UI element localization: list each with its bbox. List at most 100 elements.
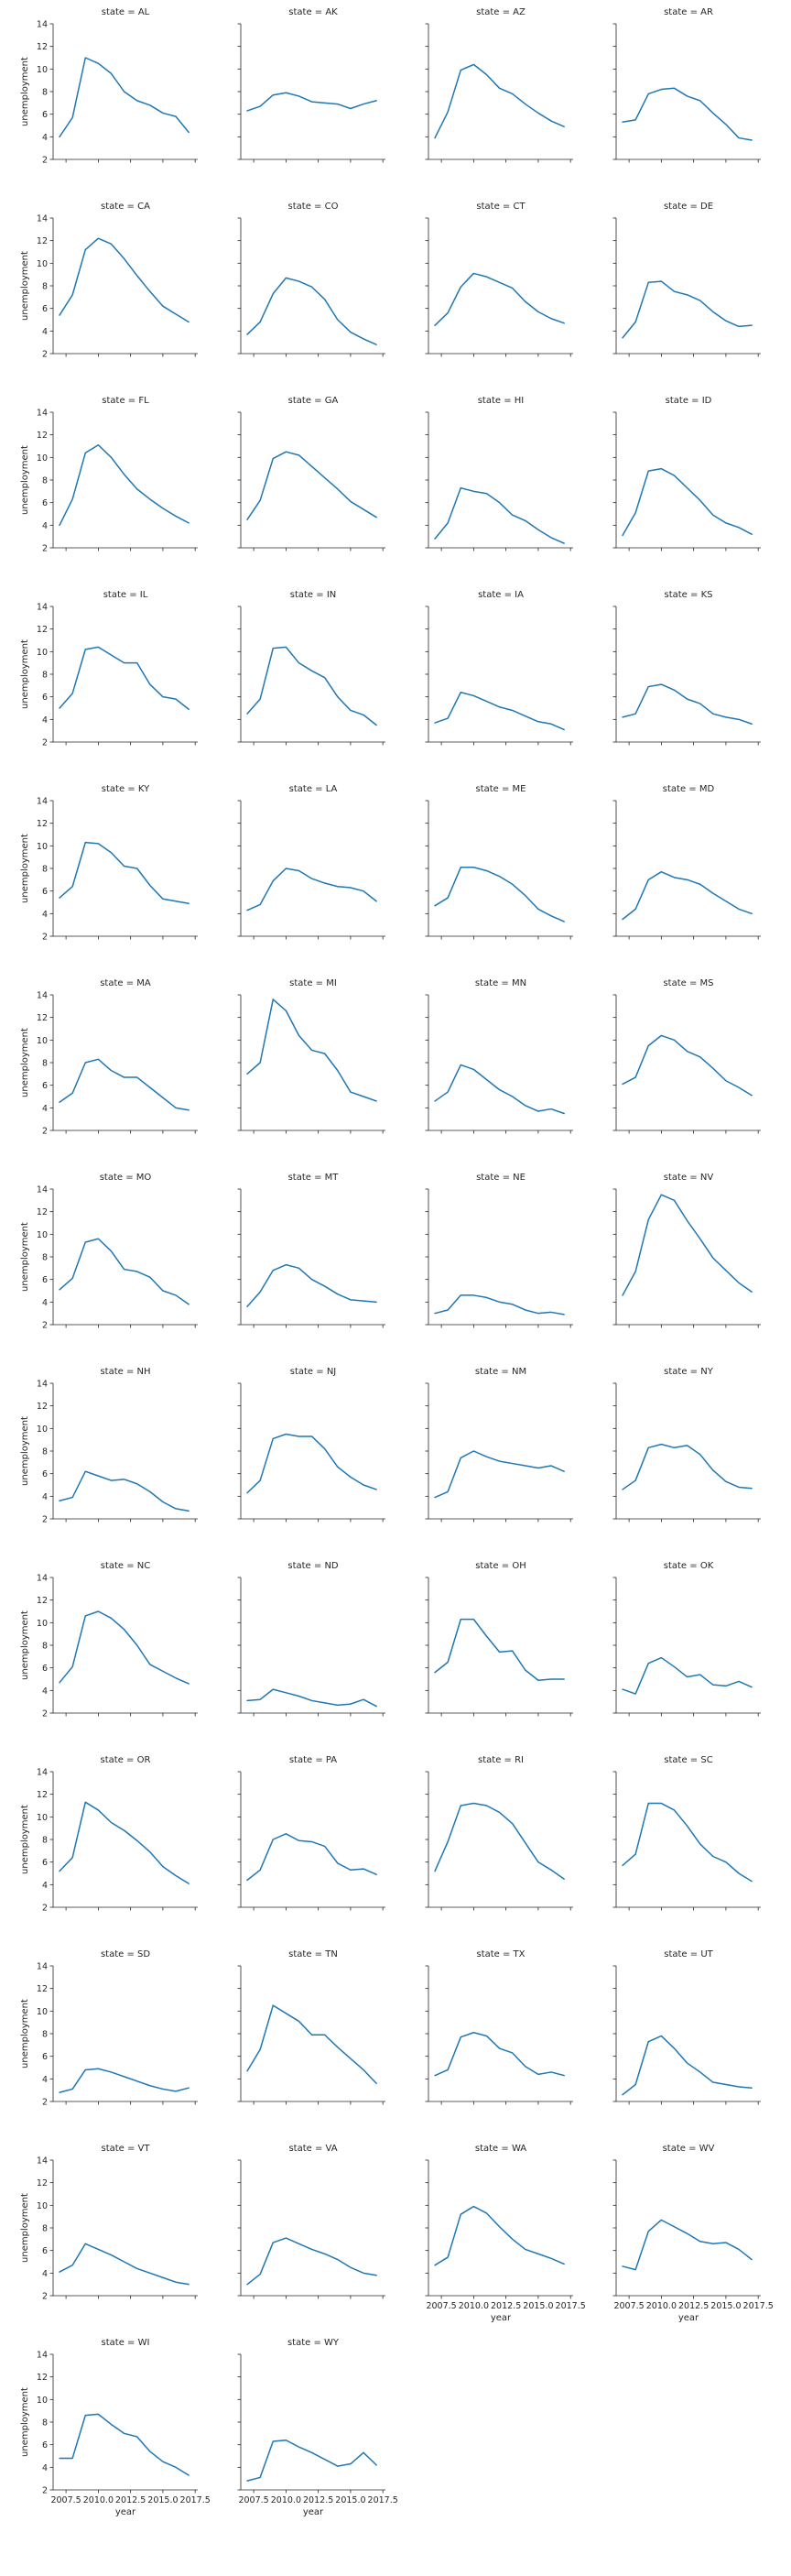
y-tick-label: 2 — [42, 156, 48, 166]
panel-title: state = MS — [663, 978, 713, 988]
facet-panel: state = NY — [612, 1367, 761, 1523]
y-tick-label: 10 — [37, 1424, 48, 1435]
panel-title: state = MO — [100, 1173, 152, 1183]
y-tick-label: 2 — [42, 2292, 48, 2302]
x-axis-label: year — [678, 2313, 699, 2323]
x-tick-label: 2015.0 — [147, 2495, 178, 2505]
y-tick-label: 14 — [37, 409, 48, 419]
panel-title: state = CA — [101, 202, 150, 212]
y-tick-label: 2 — [42, 2486, 48, 2496]
y-tick-label: 8 — [42, 1253, 48, 1263]
facet-panel: state = AZ — [425, 7, 573, 163]
series-line — [59, 646, 190, 710]
facet-panel: state = TX — [425, 1949, 573, 2105]
panel-title: state = NV — [664, 1173, 714, 1183]
y-axis-label: unemployment — [20, 1805, 30, 1874]
y-tick-label: 8 — [42, 671, 48, 681]
y-tick-label: 14 — [37, 2156, 48, 2167]
x-tick-label: 2015.0 — [523, 2301, 553, 2311]
facet-panel: state = AK — [237, 7, 385, 163]
y-axis-label: unemployment — [20, 834, 30, 903]
x-tick-label: 2015.0 — [710, 2301, 741, 2311]
panel-title: state = MI — [289, 978, 337, 988]
series-line — [246, 2439, 377, 2482]
series-line — [622, 2035, 753, 2096]
y-axis-label: unemployment — [20, 251, 30, 321]
x-tick-label: 2012.5 — [115, 2495, 146, 2505]
series-line — [434, 691, 565, 731]
y-tick-label: 12 — [37, 42, 48, 52]
panel-title: state = IL — [103, 590, 148, 600]
y-tick-label: 10 — [37, 648, 48, 658]
panel-title: state = MN — [475, 978, 526, 988]
y-tick-label: 10 — [37, 2007, 48, 2017]
x-tick-label: 2012.5 — [303, 2495, 333, 2505]
panel-title: state = GA — [288, 396, 339, 406]
panel-title: state = IA — [478, 590, 524, 600]
panel-title: state = HI — [478, 396, 525, 406]
series-line — [434, 63, 565, 139]
series-line — [622, 1034, 753, 1097]
panel-title: state = MA — [100, 978, 151, 988]
panel-title: state = CO — [288, 202, 339, 212]
y-tick-label: 2 — [42, 1515, 48, 1525]
facet-panel: state = MS — [612, 978, 761, 1134]
y-tick-label: 2 — [42, 544, 48, 554]
facet-panel: state = WY 2007.5 2010.0 2012.5 2015.0 2017.5… — [237, 2338, 398, 2517]
y-tick-label: 12 — [37, 2178, 48, 2189]
series-line — [246, 1263, 377, 1308]
series-line — [246, 451, 377, 520]
facet-panel: state = ID — [612, 396, 761, 551]
facet-panel: state = MO 2 4 6 8 10 12 14 unemployment — [20, 1173, 198, 1331]
facet-panel: state = VA — [237, 2144, 385, 2299]
panel-title: state = WY — [287, 2338, 340, 2348]
panel-title: state = RI — [478, 1755, 524, 1765]
facet-panel: state = AL 2 4 6 8 10 12 14 unemployment — [20, 7, 198, 166]
series-line — [622, 2219, 753, 2271]
series-line — [59, 2243, 190, 2286]
panel-title: state = KS — [665, 590, 713, 600]
panel-title: state = OR — [101, 1755, 151, 1765]
panel-title: state = ME — [475, 784, 526, 794]
x-tick-label: 2017.5 — [180, 2495, 211, 2505]
panel-title: state = AR — [664, 7, 713, 17]
series-line — [622, 1194, 753, 1296]
series-line — [59, 2068, 190, 2093]
series-line — [59, 1470, 190, 1512]
y-axis-label: unemployment — [20, 639, 30, 709]
series-line — [434, 1802, 565, 1880]
y-tick-label: 10 — [37, 65, 48, 75]
series-line — [622, 1656, 753, 1695]
y-tick-label: 10 — [37, 259, 48, 269]
panel-title: state = OK — [664, 1561, 714, 1571]
y-tick-label: 4 — [42, 327, 48, 337]
y-axis-label: unemployment — [20, 445, 30, 515]
series-line — [622, 1443, 753, 1490]
y-tick-label: 6 — [42, 498, 48, 508]
series-line — [246, 92, 377, 112]
series-line — [434, 272, 565, 326]
x-tick-label: 2010.0 — [646, 2301, 677, 2311]
y-tick-label: 6 — [42, 693, 48, 703]
series-line — [246, 868, 377, 911]
y-tick-label: 6 — [42, 304, 48, 314]
panel-title: state = PA — [289, 1755, 337, 1765]
y-tick-label: 14 — [37, 603, 48, 613]
y-tick-label: 4 — [42, 1492, 48, 1502]
facet-panel: state = KS — [612, 590, 761, 746]
x-tick-label: 2007.5 — [238, 2495, 268, 2505]
y-tick-label: 6 — [42, 1275, 48, 1285]
y-tick-label: 8 — [42, 1642, 48, 1652]
y-tick-label: 8 — [42, 865, 48, 875]
y-tick-label: 12 — [37, 1013, 48, 1023]
y-tick-label: 8 — [42, 88, 48, 98]
facet-panel: state = IA — [425, 590, 573, 746]
facet-panel: state = MT — [237, 1173, 385, 1328]
facet-panel: state = OK — [612, 1561, 761, 1717]
series-line — [246, 1833, 377, 1882]
facet-panel: state = MI — [237, 978, 385, 1134]
facet-panel: state = AR — [612, 7, 761, 163]
x-axis-label: year — [303, 2507, 324, 2517]
x-tick-label: 2012.5 — [491, 2301, 521, 2311]
